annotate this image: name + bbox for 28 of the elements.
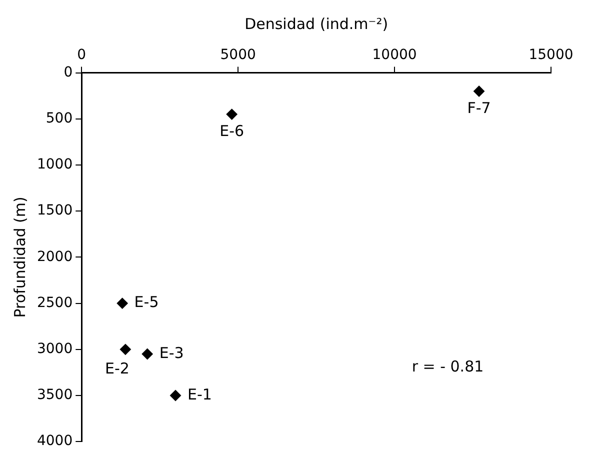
annotation: F-7	[467, 99, 491, 118]
y-tick-label: 500	[46, 110, 73, 127]
y-tick-label: 1500	[36, 202, 73, 219]
y-axis-title: Profundidad (m)	[10, 196, 29, 318]
annotation: E-6	[220, 122, 244, 140]
annotation: E-1	[188, 385, 212, 404]
point	[142, 348, 153, 360]
x-axis-title: Densidad (ind.m⁻²)	[244, 14, 388, 33]
x-tick-label: 10000	[372, 47, 417, 64]
y-tick-label: 3000	[36, 341, 73, 358]
y-tick-label: 2500	[36, 294, 73, 311]
x-tick-label: 5000	[220, 47, 256, 64]
y-tick-label: 1000	[36, 156, 73, 173]
annotation: E-2	[105, 359, 130, 378]
point	[474, 86, 485, 97]
annotation: r = - 0.81	[412, 358, 484, 376]
y-tick-label: 0	[64, 64, 73, 80]
point	[226, 108, 238, 120]
y-tick-label: 3500	[36, 387, 73, 404]
annotation: E-3	[159, 344, 184, 362]
y-tick-label: 2000	[36, 248, 73, 265]
annotation: E-5	[134, 293, 159, 312]
y-tick-label: 4000	[36, 433, 73, 450]
x-tick-label: 15000	[528, 47, 574, 64]
point	[116, 298, 128, 309]
point	[120, 344, 131, 355]
x-tick-label: 0	[77, 47, 86, 64]
point	[170, 390, 182, 401]
